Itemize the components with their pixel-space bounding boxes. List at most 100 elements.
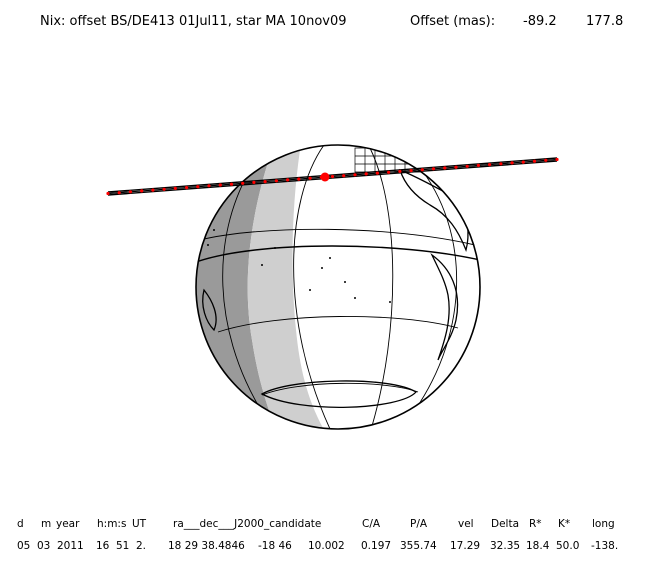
header-delta: Delta [491,518,520,530]
south-america-coast [430,253,459,361]
track-time-marker [263,180,267,184]
track-time-marker [555,157,559,162]
offset-x-value: -89.2 [523,14,557,29]
track-time-marker [308,176,312,180]
track-time-marker [252,180,256,184]
track-time-marker [420,168,424,172]
track-time-marker [398,169,402,173]
header-hms: h:m:s [97,518,127,530]
island-9 [354,297,356,299]
central-america-coast [398,168,469,253]
track-time-marker [476,163,480,167]
island-5 [274,247,276,249]
track-time-marker [409,169,413,173]
equator-line [196,245,480,263]
meridian-3 [414,164,458,411]
value-vel: 17.29 [450,540,481,552]
header-ut: UT [132,518,147,530]
track-time-marker [443,166,447,170]
track-time-marker [488,163,492,167]
header-pa: P/A [410,518,428,530]
island-6 [261,264,263,266]
table-header-row: d m year h:m:s UT ra___dec___J2000_candi… [0,518,645,534]
value-d: 05 [17,540,31,552]
value-second: 2. [136,540,147,552]
offset-y-value: 177.8 [586,14,624,29]
track-time-marker [196,185,200,189]
track-time-marker [364,172,368,176]
track-time-marker [162,187,166,191]
island-4 [309,289,311,291]
value-dec-seconds: 10.002 [308,540,345,552]
track-time-marker [353,173,357,177]
meridian-4 [222,169,259,406]
header-r-star: R* [529,518,542,530]
australia-coast [202,288,217,332]
value-ca: 0.197 [361,540,392,552]
value-dec: -18 46 [258,540,292,552]
parallel-1 [199,228,476,246]
value-k-star: 50.0 [556,540,580,552]
header-k-star: K* [558,518,571,530]
value-year: 2011 [57,540,84,552]
value-ra: 18 29 38.4846 [168,540,245,552]
header-vel: vel [458,518,474,530]
value-hour: 16 [96,540,110,552]
header-long: long [592,518,615,530]
title-main: Nix: offset BS/DE413 01Jul11, star MA 10… [40,14,347,29]
island-1 [329,257,331,259]
closest-approach-point [320,172,330,182]
track-time-marker [117,191,121,195]
track-time-marker [185,186,189,190]
header-m: m [41,518,52,530]
track-time-marker [241,181,245,185]
track-time-marker [140,189,144,193]
track-time-marker [106,191,110,196]
island-8 [207,244,209,246]
meridian-1 [293,145,331,429]
track-time-marker [510,161,514,165]
track-time-marker [297,177,301,181]
track-time-marker [375,171,379,175]
header-year: year [56,518,80,530]
track-time-marker [544,158,548,162]
track-time-marker [465,164,469,168]
island-7 [213,229,215,231]
offset-label: Offset (mas): [410,14,496,29]
value-r-star: 18.4 [526,540,550,552]
track-time-marker [218,183,222,187]
island-3 [344,281,346,283]
track-time-marker [454,165,458,169]
track-time-marker [499,162,503,166]
value-pa: 355.74 [400,540,437,552]
track-time-marker [387,170,391,174]
island-10 [389,301,391,303]
track-time-marker [342,174,346,178]
value-delta: 32.35 [490,540,521,552]
parallel-3 [261,382,419,396]
value-minute: 51 [116,540,130,552]
island-2 [321,267,323,269]
track-time-marker [207,184,211,188]
track-time-marker [286,178,290,182]
header-d: d [17,518,24,530]
track-time-marker [521,160,525,164]
plot-title: Nix: offset BS/DE413 01Jul11, star MA 10… [0,14,645,32]
header-ra-dec: ra___dec___J2000_candidate [173,518,322,530]
track-time-marker [173,186,177,190]
penumbra-shadow-region [247,150,330,429]
header-ca: C/A [362,518,381,530]
track-time-marker [151,188,155,192]
value-long: -138. [591,540,619,552]
value-m: 03 [37,540,51,552]
track-points [106,157,559,196]
track-time-marker [274,179,278,183]
antarctica-coast [260,380,418,408]
track-time-marker [532,159,537,163]
track-time-marker [128,190,132,194]
track-time-marker [330,174,335,179]
track-time-marker [229,182,234,186]
globe-outline [195,144,481,430]
track-time-marker [431,167,436,171]
